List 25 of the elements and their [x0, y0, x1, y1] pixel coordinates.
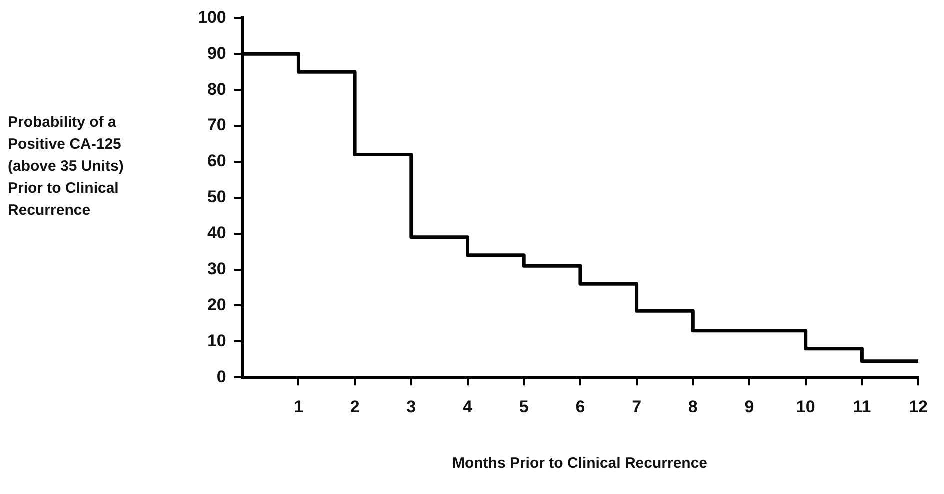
y-tick-label: 10 — [207, 331, 226, 350]
x-tick-label: 7 — [632, 397, 642, 416]
y-tick-label: 60 — [207, 152, 226, 171]
y-tick-label: 80 — [207, 80, 226, 99]
y-tick-label: 30 — [207, 259, 226, 278]
y-tick-label: 20 — [207, 295, 226, 314]
y-tick-label: 70 — [207, 116, 226, 135]
x-tick-label: 12 — [909, 397, 928, 416]
y-tick-label: 40 — [207, 224, 226, 243]
x-tick-label: 6 — [576, 397, 586, 416]
x-tick-label: 10 — [796, 397, 816, 416]
x-tick-label: 5 — [519, 397, 529, 416]
y-tick-label: 100 — [198, 8, 226, 27]
x-axis-title: Months Prior to Clinical Recurrence — [451, 455, 709, 472]
x-tick-label: 1 — [294, 397, 304, 416]
x-tick-label: 9 — [744, 397, 754, 416]
y-tick-label: 50 — [207, 188, 226, 207]
y-axis-title: Probability of a Positive CA-125 (above 35 Units) Prior to Clinical Recurrence — [8, 113, 124, 221]
y-tick-label: 90 — [207, 44, 226, 63]
x-tick-label: 3 — [406, 397, 416, 416]
y-tick-label: 0 — [216, 367, 226, 386]
x-tick-label: 2 — [350, 397, 360, 416]
x-tick-label: 11 — [853, 397, 872, 416]
x-tick-label: 8 — [688, 397, 698, 416]
x-tick-label: 4 — [463, 397, 474, 416]
